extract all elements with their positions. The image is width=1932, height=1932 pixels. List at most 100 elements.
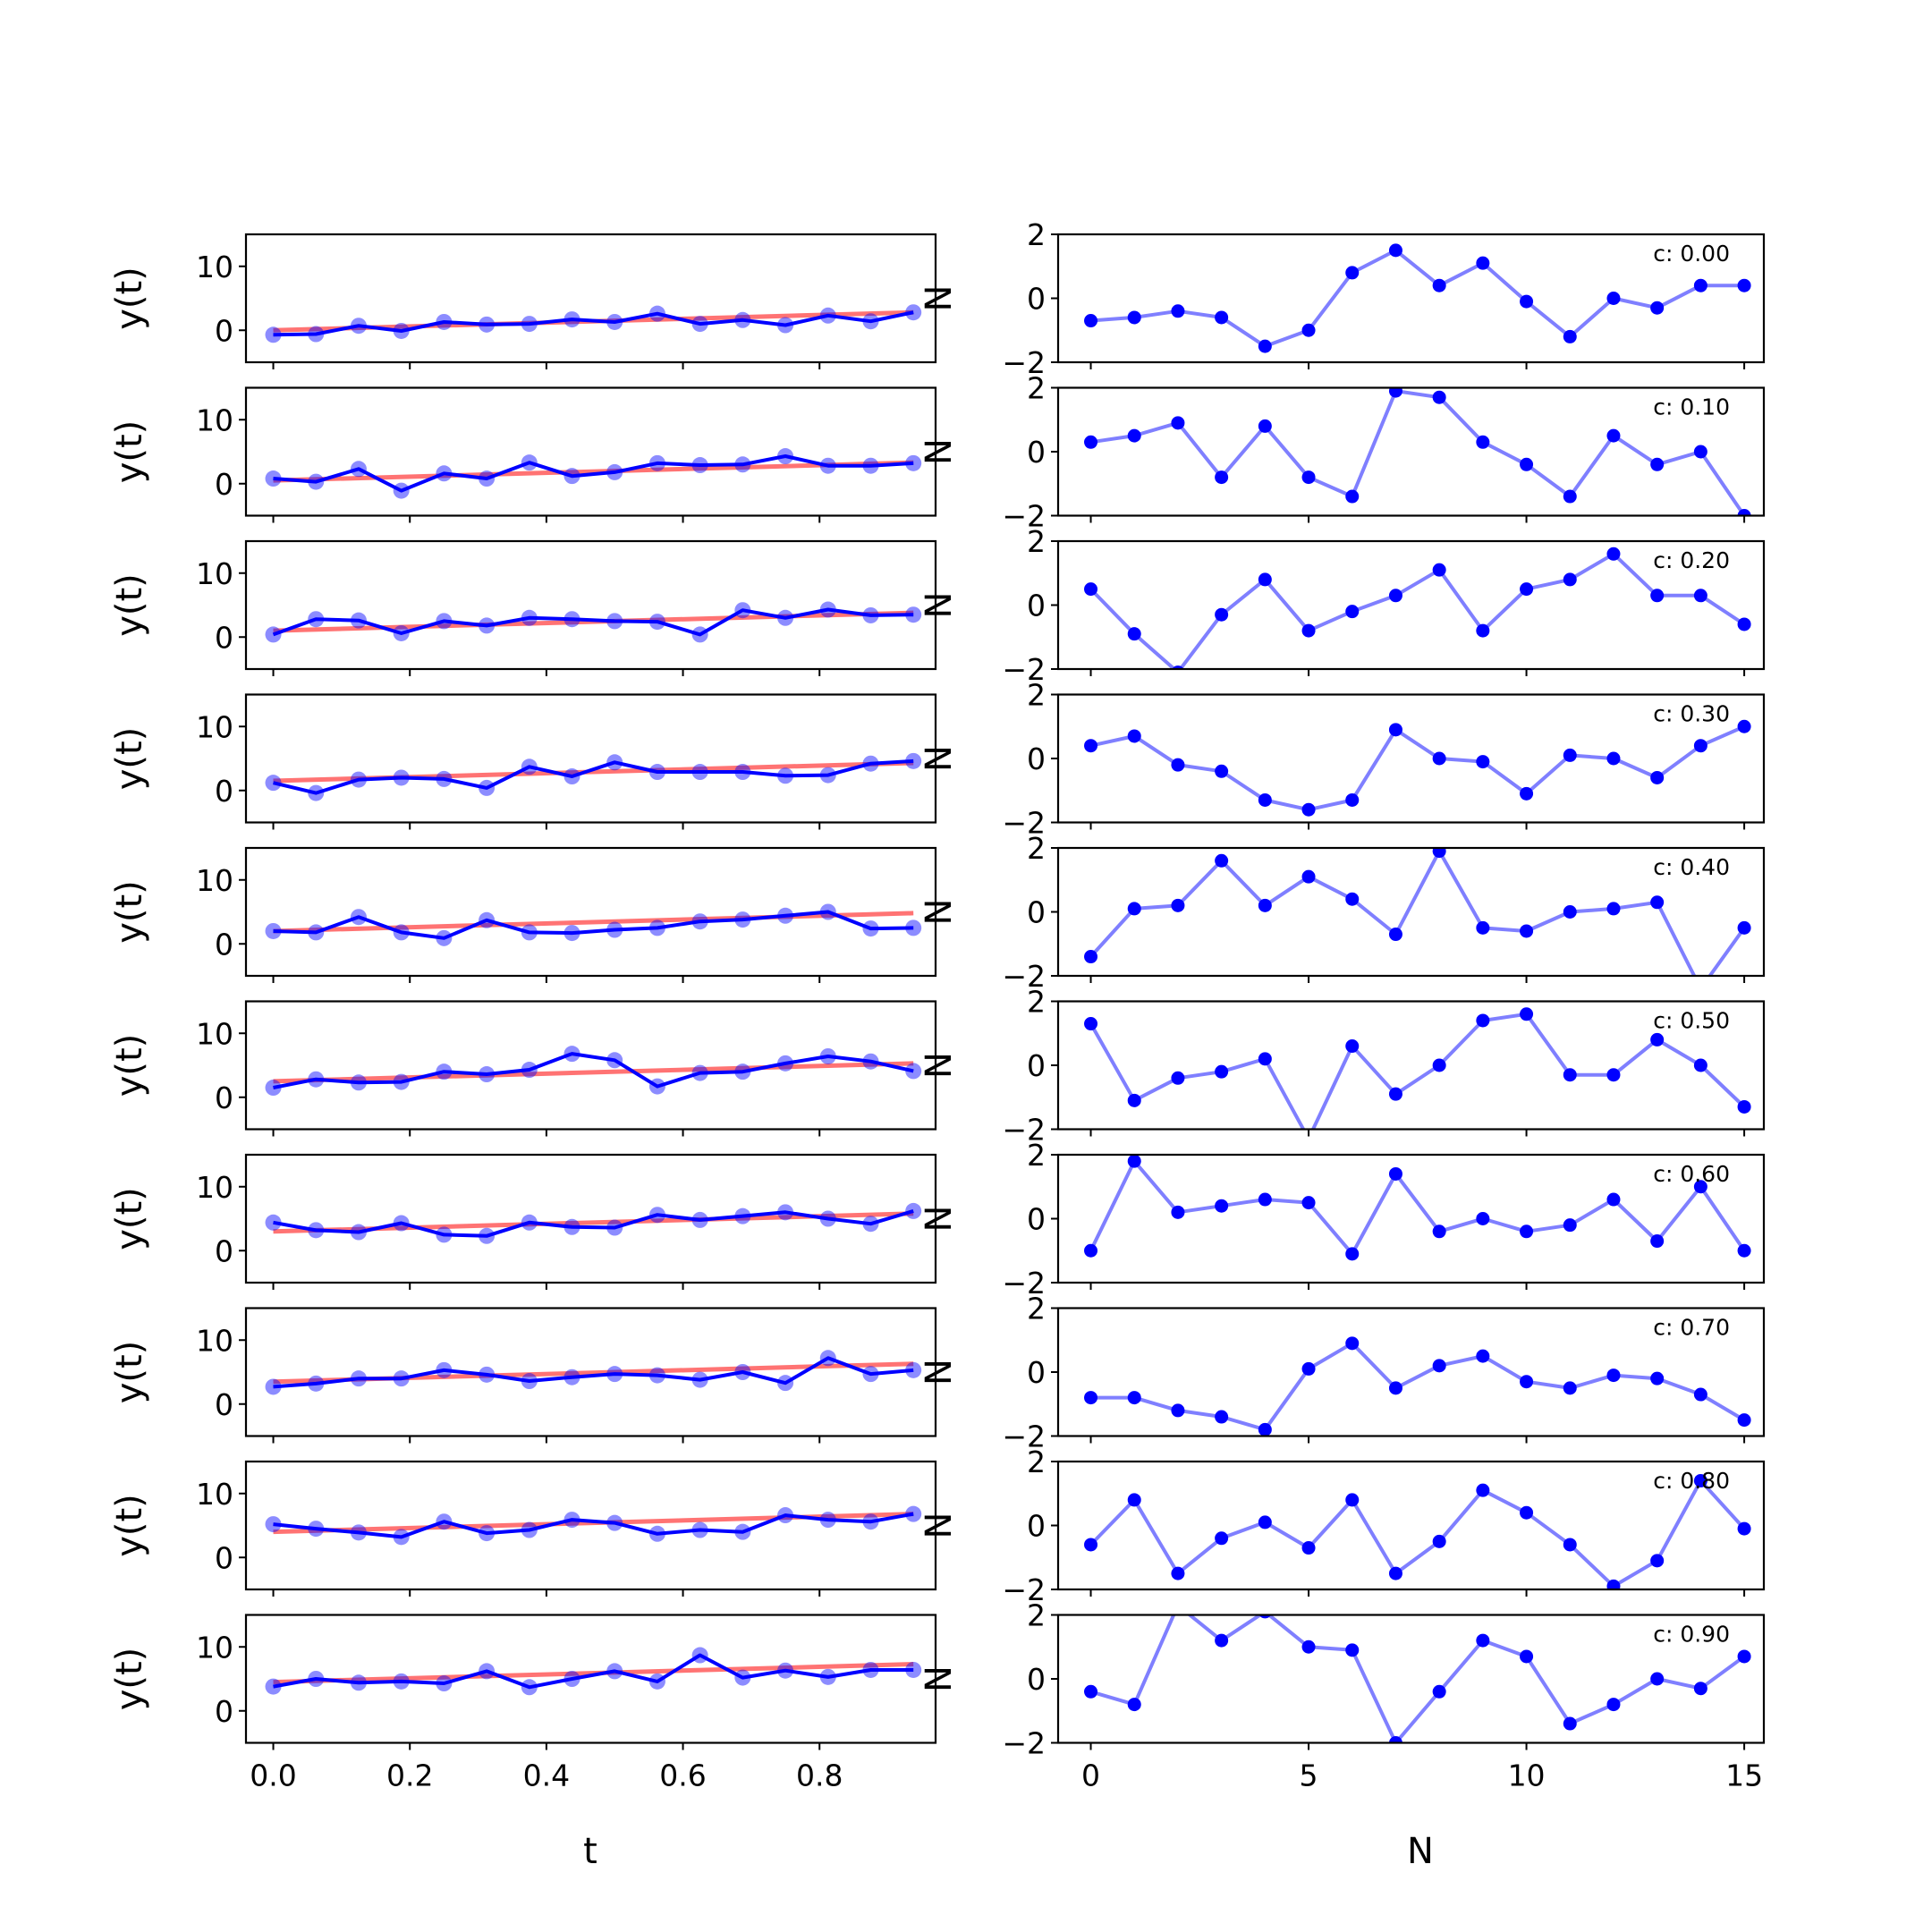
- coefficient-annotation: c: 0.20: [1653, 547, 1730, 573]
- noisy-point: [350, 1074, 367, 1091]
- left-panel-data: [265, 752, 922, 801]
- noisy-point: [479, 470, 496, 487]
- residual-point: [1171, 898, 1185, 912]
- residual-point: [1432, 278, 1446, 292]
- residual-point: [1650, 1234, 1665, 1249]
- noisy-point: [691, 457, 708, 474]
- noisy-point: [265, 922, 282, 939]
- noisy-point: [436, 1226, 453, 1243]
- noisy-point: [479, 1663, 496, 1680]
- noisy-point: [606, 313, 623, 330]
- noisy-point: [479, 316, 496, 333]
- noisy-point: [905, 454, 922, 471]
- trend-line: [273, 460, 914, 483]
- noisy-point: [564, 1671, 580, 1687]
- noisy-point: [734, 1669, 751, 1686]
- residual-point: [1084, 739, 1098, 753]
- residual-point: [1301, 470, 1316, 485]
- residual-point: [1301, 802, 1316, 817]
- noisy-point: [734, 311, 751, 328]
- left-x-tick-label: 0.0: [250, 1758, 296, 1793]
- right-panel-frame: [1056, 1307, 1766, 1437]
- residual-point: [1520, 1224, 1534, 1239]
- residual-point: [1345, 1039, 1360, 1054]
- residual-point: [1215, 1199, 1229, 1213]
- noisy-point: [521, 1062, 538, 1079]
- residual-point: [1127, 428, 1141, 443]
- residual-point: [1258, 1052, 1272, 1066]
- coefficient-annotation: c: 0.30: [1653, 701, 1730, 727]
- residual-series-line: [1090, 389, 1746, 516]
- noisy-point: [648, 1673, 665, 1690]
- noisy-point: [308, 784, 325, 801]
- residual-point: [1432, 1684, 1446, 1699]
- left-x-axis-label: t: [583, 1831, 597, 1872]
- residual-point: [1388, 723, 1402, 737]
- noisy-series-line: [273, 454, 914, 493]
- right-y-tick-label: −2: [1002, 1266, 1046, 1301]
- residual-point: [1606, 428, 1621, 443]
- left-y-tick-label: 0: [215, 467, 233, 502]
- left-y-tick-label: 0: [215, 774, 233, 809]
- noisy-point: [819, 1047, 836, 1064]
- residual-point: [1171, 1566, 1185, 1580]
- noisy-point: [436, 1361, 453, 1378]
- residual-point: [1520, 1649, 1534, 1664]
- noisy-point: [265, 326, 282, 343]
- noisy-point: [393, 769, 410, 786]
- residual-point: [1388, 928, 1402, 942]
- noisy-point: [905, 1361, 922, 1378]
- right-y-tick-label: 2: [1027, 524, 1046, 559]
- left-y-tick-label: 10: [196, 1016, 233, 1051]
- right-y-axis-label: N: [919, 1206, 960, 1233]
- right-panel-frame: [1056, 693, 1766, 824]
- residual-point: [1432, 1224, 1446, 1239]
- right-panel-frame: [1056, 386, 1766, 517]
- left-panel-data: [265, 601, 922, 643]
- left-y-tick-label: 10: [196, 709, 233, 744]
- noisy-point: [734, 602, 751, 619]
- right-x-tick-label: 15: [1725, 1758, 1763, 1793]
- noisy-point: [734, 911, 751, 928]
- residual-point: [1563, 1381, 1577, 1395]
- right-x-tick-label: 0: [1081, 1758, 1100, 1793]
- residual-point: [1345, 1493, 1360, 1507]
- left-y-axis-label: y(t): [109, 1187, 150, 1250]
- residual-point: [1084, 950, 1098, 964]
- residual-point: [1127, 1155, 1141, 1168]
- noisy-point: [350, 1370, 367, 1387]
- noisy-point: [905, 606, 922, 623]
- residual-point: [1127, 627, 1141, 641]
- left-y-tick-label: 10: [196, 556, 233, 591]
- residual-point: [1345, 892, 1360, 906]
- noisy-point: [521, 1679, 538, 1696]
- residual-point: [1301, 1640, 1316, 1654]
- noisy-point: [691, 764, 708, 781]
- right-y-tick-label: 0: [1027, 1048, 1046, 1083]
- right-x-tick-label: 5: [1300, 1758, 1318, 1793]
- residual-point: [1258, 419, 1272, 433]
- residual-point: [1127, 902, 1141, 916]
- noisy-point: [564, 1046, 580, 1063]
- left-y-axis-label: y(t): [109, 1648, 150, 1711]
- noisy-point: [777, 1375, 794, 1392]
- noisy-point: [393, 624, 410, 641]
- coefficient-annotation: c: 0.40: [1653, 854, 1730, 880]
- noisy-point: [393, 1370, 410, 1387]
- coefficient-annotation: c: 0.60: [1653, 1161, 1730, 1187]
- right-panel-data: [1084, 1336, 1751, 1436]
- noisy-point: [734, 764, 751, 781]
- left-panel-frame: [244, 1307, 937, 1437]
- residual-point: [1650, 770, 1665, 784]
- noisy-point: [819, 1210, 836, 1227]
- residual-point: [1476, 1633, 1490, 1648]
- noisy-point: [606, 1219, 623, 1236]
- residual-series-line: [1090, 248, 1745, 349]
- residual-point: [1127, 1093, 1141, 1107]
- residual-point: [1215, 1531, 1229, 1546]
- residual-point: [1127, 1493, 1141, 1507]
- residual-point: [1432, 848, 1446, 859]
- residual-point: [1388, 589, 1402, 603]
- residual-point: [1476, 755, 1490, 769]
- residual-point: [1171, 758, 1185, 772]
